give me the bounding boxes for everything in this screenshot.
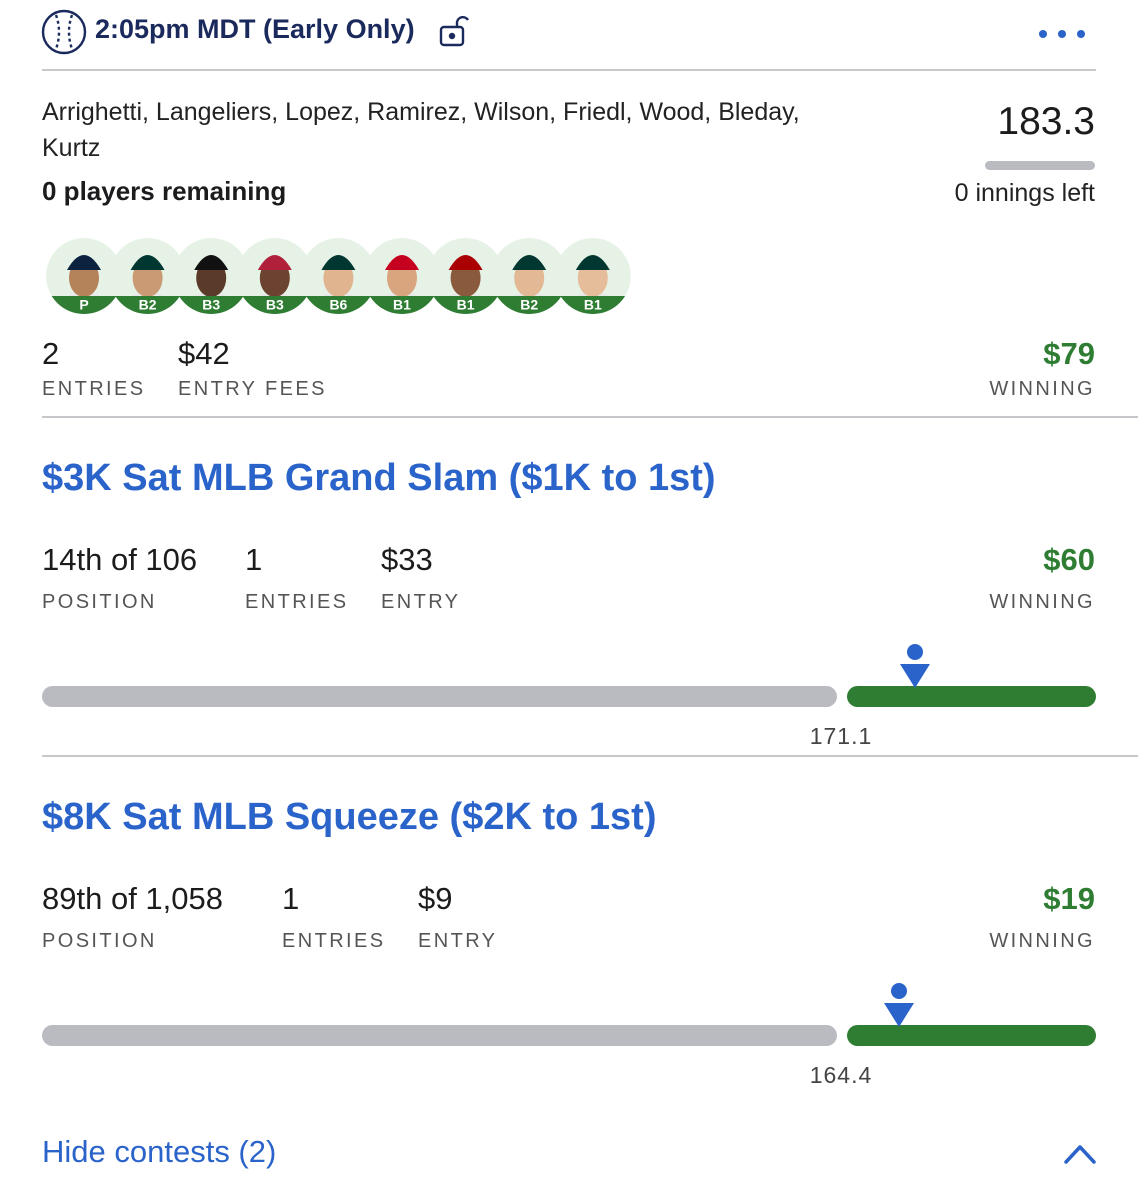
position-label: POSITION: [42, 591, 157, 613]
player-avatar[interactable]: B2: [491, 238, 568, 328]
game-time: 2:05pm MDT (Early Only): [95, 14, 415, 44]
player-names: Arrighetti, Langeliers, Lopez, Ramirez, …: [42, 98, 800, 162]
avatar-cap: [575, 255, 610, 270]
entries-value: 1: [282, 881, 300, 916]
baseball-icon: [41, 9, 87, 55]
user-marker: [884, 983, 914, 1027]
hide-contests[interactable]: Hide contests (2): [42, 1134, 277, 1169]
score-bar: [985, 161, 1095, 170]
position-label: B3: [202, 297, 220, 313]
bar-behind: [42, 686, 837, 707]
fees-value: $42: [178, 336, 230, 371]
collapse-chevron[interactable]: [1064, 1145, 1096, 1164]
avatar-cap: [512, 255, 547, 270]
avatar-cap: [385, 255, 419, 270]
more-menu[interactable]: [1039, 30, 1085, 38]
fees-label: ENTRY FEES: [178, 378, 327, 400]
user-marker: [900, 644, 930, 688]
entries-label: ENTRIES: [282, 930, 386, 952]
contest-title[interactable]: $8K Sat MLB Squeeze ($2K to 1st): [42, 796, 657, 838]
lock-icon: [439, 15, 470, 47]
players-remaining: 0 players remaining: [42, 176, 287, 206]
entry-label: ENTRY: [418, 930, 498, 952]
position-label: B1: [393, 297, 411, 313]
avatar-cap: [130, 255, 165, 270]
entries-label: ENTRIES: [42, 378, 146, 400]
bar-behind: [42, 1025, 837, 1046]
winning-value: $19: [1043, 881, 1095, 916]
position-value: 89th of 1,058: [42, 881, 223, 916]
position-label: B6: [329, 297, 347, 313]
winning-label: WINNING: [989, 591, 1095, 613]
position-label: B2: [139, 297, 157, 313]
winning-label: WINNING: [989, 378, 1095, 400]
winning-label: WINNING: [989, 930, 1095, 952]
avatar-cap: [194, 255, 229, 270]
avatar-cap: [257, 255, 292, 270]
position-label: B1: [457, 297, 475, 313]
position-label: POSITION: [42, 930, 157, 952]
player-avatar[interactable]: B1: [554, 238, 631, 328]
avatar-cap: [448, 255, 483, 270]
position-label: P: [79, 297, 88, 313]
winning-value: $79: [1043, 336, 1095, 371]
player-avatar[interactable]: B6: [300, 238, 377, 328]
entries-value: 2: [42, 336, 60, 371]
position-label: B1: [584, 297, 602, 313]
bar-winning: [847, 686, 1096, 707]
player-avatar[interactable]: B3: [173, 238, 250, 328]
bar-winning: [847, 1025, 1096, 1046]
entries-label: ENTRIES: [245, 591, 349, 613]
position-label: B2: [520, 297, 538, 313]
entries-value: 1: [245, 542, 263, 577]
entry-value: $33: [381, 542, 433, 577]
player-avatar[interactable]: B2: [109, 238, 186, 328]
position-value: 14th of 106: [42, 542, 198, 577]
entry-value: $9: [418, 881, 453, 916]
entry-label: ENTRY: [381, 591, 461, 613]
avatar-cap: [321, 255, 356, 270]
position-label: B3: [266, 297, 284, 313]
cutoff-score: 164.4: [809, 1062, 873, 1088]
avatar-cap: [67, 255, 101, 270]
winning-value: $60: [1043, 542, 1095, 577]
contest-title[interactable]: $3K Sat MLB Grand Slam ($1K to 1st): [42, 457, 716, 499]
avatars: P B2 B3 B3 B6 B1 B1 B2 B1: [46, 238, 631, 328]
lineup-score: 183.3: [997, 100, 1095, 143]
innings-left: 0 innings left: [954, 179, 1095, 207]
cutoff-score: 171.1: [809, 723, 873, 749]
